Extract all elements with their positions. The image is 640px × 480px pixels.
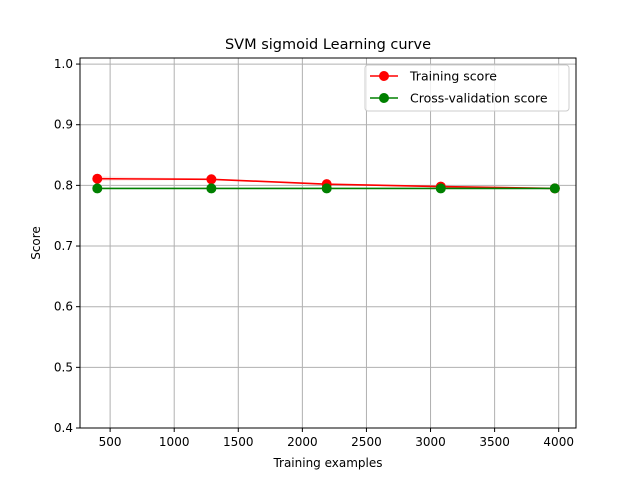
- y-tick-label: 0.7: [54, 239, 73, 253]
- x-tick-label: 2500: [351, 435, 382, 449]
- x-tick-label: 4000: [543, 435, 574, 449]
- x-tick-label: 500: [99, 435, 122, 449]
- legend-box: [364, 64, 570, 112]
- y-tick-label: 0.9: [54, 118, 73, 132]
- legend-training-marker: [379, 71, 389, 81]
- x-tick-label: 1500: [223, 435, 254, 449]
- legend: Training score Cross-validation score: [364, 64, 570, 112]
- cv-score-point: [206, 183, 217, 194]
- plot-frame: [79, 57, 577, 429]
- grid-lines: [80, 58, 576, 429]
- y-tick-label: 0.4: [54, 421, 73, 435]
- legend-cv-marker: [379, 93, 389, 103]
- cv-score-point: [435, 183, 446, 194]
- cv-score-point: [549, 183, 560, 194]
- data-series: [92, 173, 560, 194]
- y-tick-label: 0.8: [54, 178, 73, 192]
- training-score-point: [206, 174, 217, 185]
- y-tick-label: 0.6: [54, 300, 73, 314]
- x-axis-label: Training examples: [272, 456, 382, 470]
- y-axis-label: Score: [29, 226, 43, 260]
- x-tick-label: 3000: [415, 435, 446, 449]
- cv-score-point: [321, 183, 332, 194]
- y-tick-label: 0.5: [54, 360, 73, 374]
- training-score-point: [92, 173, 103, 184]
- chart-title: SVM sigmoid Learning curve: [225, 37, 431, 53]
- legend-training-label: Training score: [409, 69, 497, 84]
- x-tick-label: 2000: [287, 435, 318, 449]
- x-tick-label: 3500: [479, 435, 510, 449]
- legend-cv-label: Cross-validation score: [410, 91, 548, 106]
- x-tick-label: 1000: [159, 435, 190, 449]
- cv-score-point: [92, 183, 103, 194]
- axis-ticks: 500 1000 1500 2000 2500 3000 3500 4000 0.4 0.5 0.6…: [54, 57, 574, 449]
- y-tick-label: 1.0: [54, 57, 73, 71]
